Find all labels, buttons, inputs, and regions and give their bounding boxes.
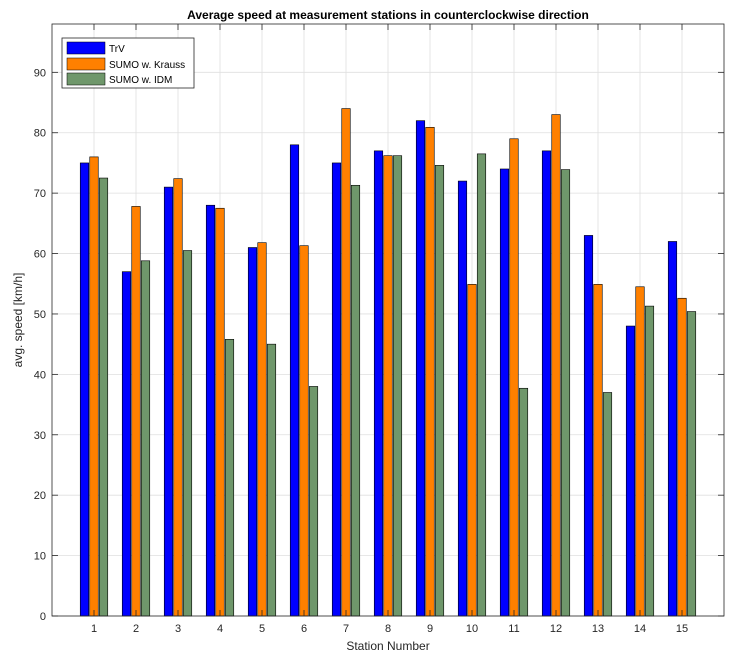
bar-sumo-w-krauss-station-4 (215, 207, 225, 617)
y-tick-label: 50 (34, 309, 46, 321)
bar-trv-station-4 (205, 204, 216, 617)
bar-sumo-w-krauss-station-6 (299, 245, 309, 617)
bar-sumo-w-krauss-station-14 (635, 286, 645, 617)
y-axis-ticks: 0 10 20 30 40 50 60 70 80 90 (34, 67, 724, 623)
bar-sumo-w-idm-station-2 (140, 260, 151, 617)
legend-label-sumo-krauss: SUMO w. Krauss (109, 60, 185, 71)
bar-trv-station-3 (163, 186, 174, 617)
x-tick-label: 2 (133, 623, 139, 635)
bar-sumo-w-krauss-station-13 (593, 284, 603, 617)
x-tick-label: 3 (175, 623, 181, 635)
bar-trv-station-12 (541, 150, 552, 617)
y-tick-label: 90 (34, 67, 46, 79)
y-tick-label: 30 (34, 430, 46, 442)
x-tick-label: 15 (676, 623, 688, 635)
bar-trv-station-1 (79, 162, 90, 617)
bar-sumo-w-krauss-station-9 (425, 126, 435, 617)
bar-trv-station-5 (247, 247, 258, 617)
bar-sumo-w-krauss-station-12 (551, 114, 561, 617)
bar-sumo-w-idm-station-7 (350, 184, 361, 617)
bar-sumo-w-krauss-station-2 (131, 206, 141, 617)
x-tick-label: 10 (466, 623, 478, 635)
bar-sumo-w-idm-station-9 (434, 165, 445, 617)
bar-sumo-w-idm-station-5 (266, 343, 277, 617)
legend-swatch-sumo-idm (66, 72, 106, 86)
y-tick-label: 40 (34, 369, 46, 381)
legend-swatch-trv (66, 41, 106, 55)
bar-sumo-w-krauss-station-11 (509, 138, 519, 617)
bar-sumo-w-idm-station-10 (476, 153, 487, 617)
bar-sumo-w-idm-station-12 (560, 169, 571, 617)
bar-sumo-w-krauss-station-7 (341, 108, 351, 617)
legend-label-trv: TrV (109, 44, 125, 55)
bar-trv-station-10 (457, 180, 468, 617)
x-tick-label: 1 (91, 623, 97, 635)
bar-sumo-w-idm-station-13 (602, 392, 613, 617)
bar-sumo-w-idm-station-15 (686, 311, 697, 617)
y-tick-label: 80 (34, 128, 46, 140)
bar-trv-station-6 (289, 144, 300, 617)
bar-sumo-w-krauss-station-1 (89, 156, 99, 617)
x-tick-label: 12 (550, 623, 562, 635)
bar-sumo-w-idm-station-11 (518, 387, 529, 617)
y-tick-label: 10 (34, 551, 46, 563)
legend-label-sumo-idm: SUMO w. IDM (109, 75, 172, 86)
y-tick-label: 0 (40, 611, 46, 623)
bar-trv-station-13 (583, 235, 594, 617)
x-tick-label: 13 (592, 623, 604, 635)
bar-sumo-w-idm-station-4 (224, 339, 235, 617)
bar-trv-station-9 (415, 120, 426, 617)
x-tick-label: 4 (217, 623, 223, 635)
x-tick-label: 6 (301, 623, 307, 635)
x-tick-label: 8 (385, 623, 391, 635)
bar-sumo-w-krauss-station-15 (677, 297, 687, 617)
bar-sumo-w-idm-station-3 (182, 250, 193, 617)
bar-sumo-w-krauss-station-8 (383, 155, 393, 617)
bar-sumo-w-krauss-station-5 (257, 242, 267, 617)
bar-sumo-w-idm-station-8 (392, 155, 403, 617)
x-axis-ticks: 1 2 3 4 5 6 7 8 9 10 11 12 13 14 15 (91, 24, 688, 635)
bar-trv-station-2 (121, 271, 132, 617)
bar-sumo-w-krauss-station-10 (467, 284, 477, 617)
x-tick-label: 7 (343, 623, 349, 635)
bar-trv-station-15 (667, 241, 678, 617)
chart-title: Average speed at measurement stations in… (187, 8, 589, 22)
bar-trv-station-14 (625, 325, 636, 617)
y-tick-label: 20 (34, 490, 46, 502)
x-tick-label: 9 (427, 623, 433, 635)
bar-sumo-w-idm-station-6 (308, 386, 319, 617)
bars (79, 108, 697, 617)
bar-trv-station-8 (373, 150, 384, 617)
y-axis-label: avg. speed [km/h] (11, 273, 25, 368)
bar-sumo-w-krauss-station-3 (173, 178, 183, 617)
bar-sumo-w-idm-station-14 (644, 305, 655, 617)
bar-trv-station-7 (331, 162, 342, 617)
x-tick-label: 14 (634, 623, 646, 635)
x-tick-label: 11 (508, 623, 519, 635)
x-tick-label: 5 (259, 623, 265, 635)
x-axis-label: Station Number (346, 639, 429, 653)
y-tick-label: 60 (34, 249, 46, 261)
legend: TrV SUMO w. Krauss SUMO w. IDM (61, 37, 195, 89)
bar-sumo-w-idm-station-1 (98, 177, 109, 617)
legend-swatch-sumo-krauss (66, 57, 106, 71)
y-tick-label: 70 (34, 188, 46, 200)
bar-trv-station-11 (499, 168, 510, 617)
